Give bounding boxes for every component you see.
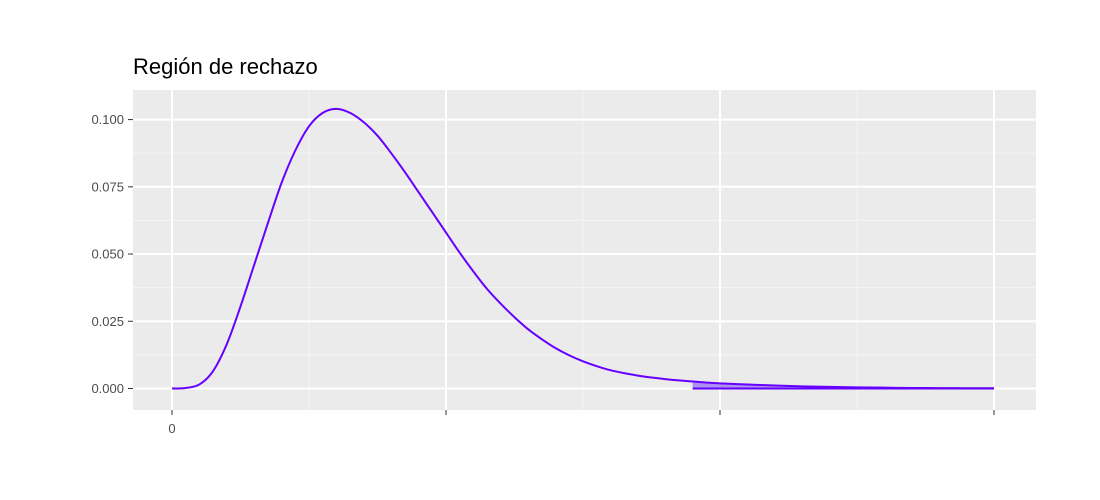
y-tick-label: 0.075 — [91, 179, 124, 194]
rejection-region-area — [692, 381, 994, 389]
y-axis: 0.000 0.025 0.050 0.075 0.100 — [91, 112, 133, 396]
chart-title: Región de rechazo — [133, 54, 318, 79]
density-curve — [171, 107, 995, 390]
major-gridlines — [133, 90, 1036, 410]
y-tick-label: 0.050 — [91, 247, 124, 262]
y-tick-label: 0.025 — [91, 314, 124, 329]
panel-background — [133, 90, 1036, 410]
minor-gridlines — [133, 90, 1036, 410]
y-tick-label: 0.100 — [91, 112, 124, 127]
x-axis: 0 — [168, 410, 995, 436]
y-tick-label: 0.000 — [91, 381, 124, 396]
x-tick-label: 0 — [168, 421, 175, 436]
